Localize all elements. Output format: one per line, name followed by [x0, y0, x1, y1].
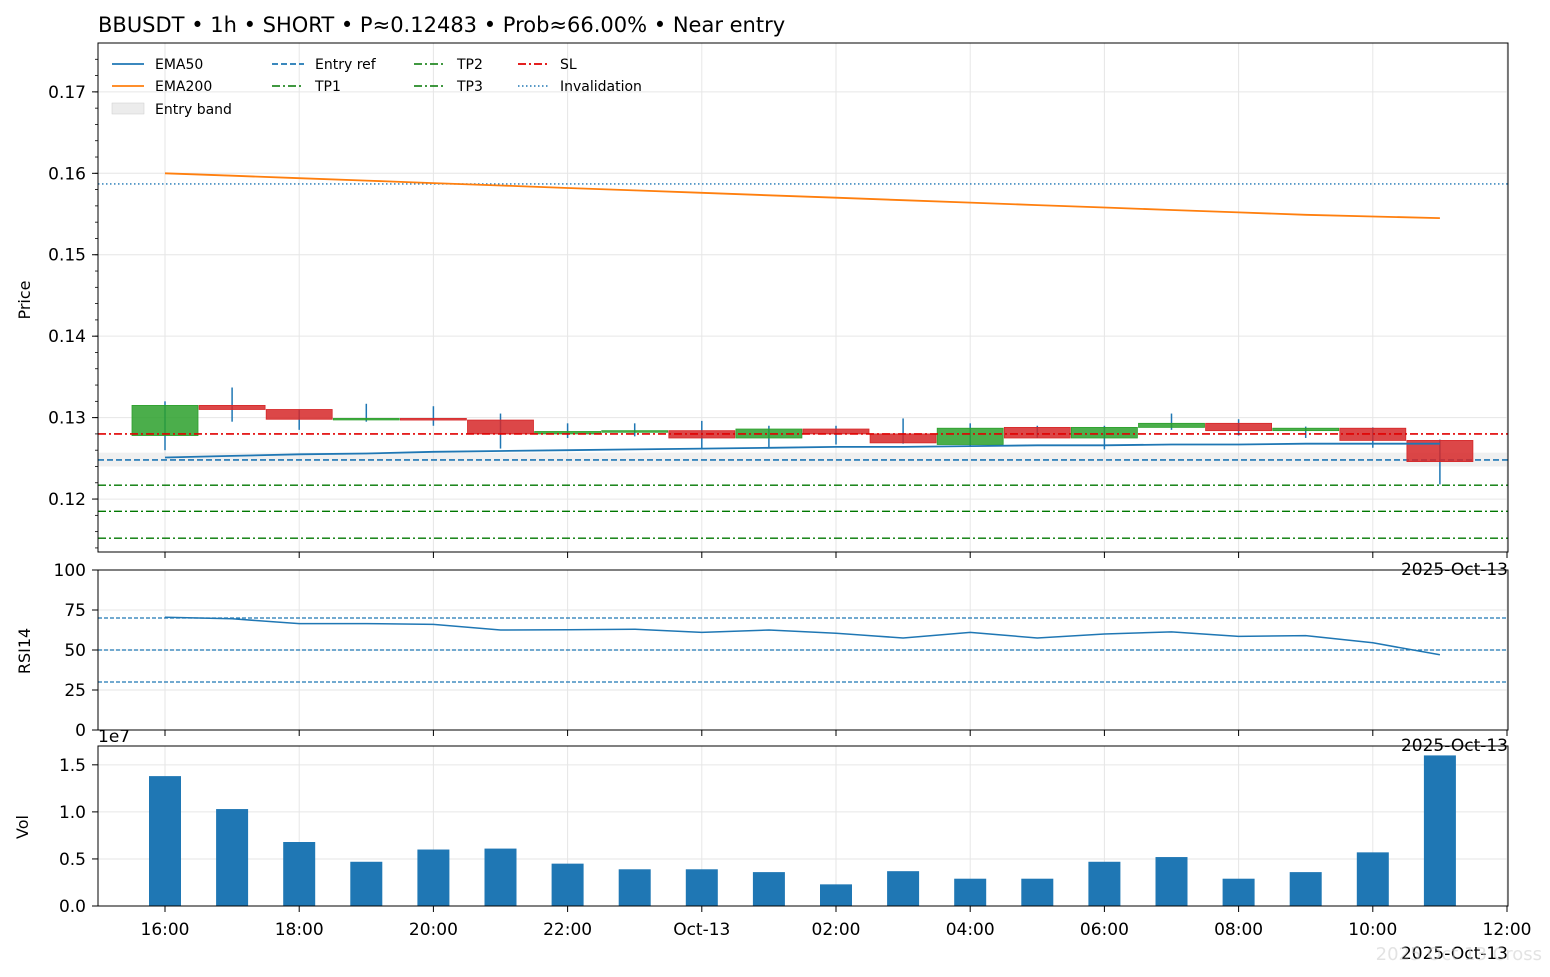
legend-entry-ref: Entry ref	[315, 57, 377, 73]
price-ytick-label-3: 0.15	[48, 246, 86, 266]
price-ytick-label-2: 0.14	[48, 327, 86, 347]
candle-body-1	[198, 405, 266, 410]
volume-bar-0	[149, 776, 181, 906]
chart-title: BBUSDT • 1h • SHORT • P≈0.12483 • Prob≈6…	[98, 13, 785, 37]
legend-tp2: TP2	[456, 57, 483, 73]
x-axis: 16:00 18:00 20:00 22:00 Oct-13 02:00 04:00 06:0…	[141, 906, 1532, 940]
rsi-ytick-label-2: 50	[64, 641, 86, 661]
x-tick-label-6: 04:00	[946, 920, 995, 940]
x-tick-label-10: 12:00	[1483, 920, 1532, 940]
candle-body-14	[1071, 426, 1138, 439]
volume-bars	[149, 755, 1456, 906]
price-levels	[98, 183, 1508, 539]
price-grid	[98, 43, 1508, 552]
volume-y-axis: 0.0 0.5 1.0 1.5	[59, 756, 98, 917]
price-frame	[97, 42, 1509, 553]
rsi-y-axis: 0 25 50 75 100	[54, 561, 1508, 741]
volume-bar-1	[216, 809, 249, 906]
legend-invalidation: Invalidation	[560, 79, 642, 95]
volume-ytick-label-2: 1.0	[59, 803, 86, 823]
x-tick-label-2: 20:00	[409, 920, 458, 940]
candle-body-12	[936, 427, 1004, 445]
candle-body-9	[735, 428, 803, 439]
rsi-ytick-label-1: 25	[64, 681, 86, 701]
legend-entry-band-swatch	[111, 102, 145, 115]
x-tick-label-7: 06:00	[1080, 920, 1129, 940]
price-y-axis: 0.12 0.13 0.14 0.15 0.16 0.17	[48, 58, 1508, 558]
x-tick-label-4: Oct-13	[673, 920, 730, 940]
volume-ytick-label-3: 1.5	[59, 756, 86, 776]
price-panel: 0.120.130.140.150.160.17 Price 2025-Oct-…	[15, 42, 1509, 580]
legend: EMA50 EMA200 Entry band Entry ref TP1 TP…	[111, 57, 642, 118]
x-tick-label-8: 08:00	[1214, 920, 1263, 940]
x-tick-label-1: 18:00	[275, 920, 324, 940]
ema50-line	[164, 442, 1440, 459]
watermark: 2025 Oct 13 Cross	[1376, 944, 1542, 965]
volume-bar-2	[283, 842, 316, 906]
x-tick-label-0: 16:00	[141, 920, 190, 940]
rsi-ytick-label-3: 75	[64, 601, 86, 621]
candle-body-0	[131, 405, 199, 436]
volume-bar-15	[1155, 857, 1188, 906]
volume-bar-14	[1088, 861, 1121, 906]
candle-body-17	[1272, 427, 1340, 432]
volume-scale-label: 1e7	[98, 727, 130, 747]
price-ytick-label-0: 0.12	[48, 490, 86, 510]
rsi-ylabel: RSI14	[15, 628, 34, 674]
volume-corner-label: 2025-Oct-13	[1401, 944, 1508, 964]
volume-bar-10	[820, 884, 852, 906]
volume-frame	[97, 745, 1509, 907]
legend-entry-band: Entry band	[155, 102, 232, 118]
volume-bar-6	[551, 863, 584, 906]
price-ytick-label-5: 0.17	[48, 83, 86, 103]
candle-body-2	[265, 409, 333, 420]
candle-body-19	[1406, 440, 1474, 463]
volume-bar-18	[1356, 852, 1389, 906]
volume-bar-19	[1423, 755, 1456, 906]
volume-ylabel: Vol	[13, 815, 32, 839]
candle-body-3	[332, 418, 400, 421]
candle-body-13	[1003, 426, 1071, 439]
rsi-ytick-label-4: 100	[54, 561, 86, 581]
rsi-ytick-label-0: 0	[75, 721, 86, 741]
legend-tp1: TP1	[314, 79, 341, 95]
rsi-line	[164, 616, 1441, 656]
volume-bar-4	[417, 849, 450, 906]
volume-bar-16	[1222, 878, 1255, 906]
volume-bar-8	[685, 869, 718, 906]
volume-bar-3	[350, 861, 383, 906]
volume-bar-12	[954, 878, 987, 906]
price-ytick-label-4: 0.16	[48, 164, 86, 184]
candle-body-7	[601, 430, 669, 433]
candles	[98, 387, 1508, 485]
volume-bar-7	[618, 869, 651, 906]
volume-ytick-label-1: 0.5	[59, 850, 86, 870]
volume-ytick-label-0: 0.0	[59, 897, 86, 917]
rsi-reference-lines	[98, 617, 1508, 683]
price-ytick-label-1: 0.13	[48, 409, 86, 429]
price-ylabel: Price	[15, 280, 34, 319]
legend-tp3: TP3	[456, 79, 483, 95]
legend-ema50: EMA50	[155, 57, 203, 73]
volume-panel: 0.0 0.5 1.0 1.5 1e7 Vol 16:00 18:00 20:00 22:0…	[13, 727, 1532, 964]
candle-body-15	[1138, 422, 1205, 428]
volume-bar-13	[1021, 878, 1054, 906]
volume-bar-11	[887, 871, 920, 906]
volume-bar-17	[1289, 872, 1322, 906]
ema200-line	[164, 172, 1440, 219]
volume-bar-9	[752, 872, 785, 906]
candle-body-4	[399, 418, 467, 421]
legend-sl: SL	[560, 57, 577, 73]
volume-bar-5	[484, 848, 517, 906]
x-tick-label-3: 22:00	[543, 920, 592, 940]
candle-body-11	[869, 433, 937, 444]
candle-body-5	[467, 419, 534, 435]
candle-body-16	[1205, 422, 1272, 432]
x-tick-label-9: 10:00	[1348, 920, 1397, 940]
x-tick-label-5: 02:00	[812, 920, 861, 940]
legend-ema200: EMA200	[155, 79, 212, 95]
